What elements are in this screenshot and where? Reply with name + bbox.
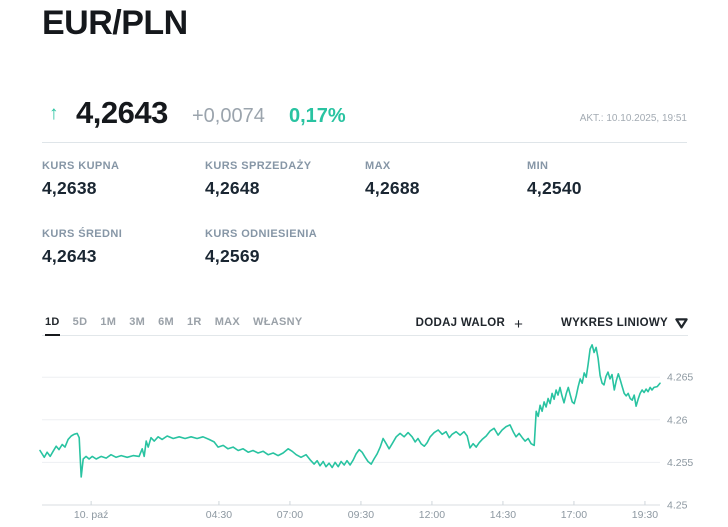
period-tabs: 1D 5D 1M 3M 6M 1R MAX WŁASNY <box>45 313 303 336</box>
tab-period-1d[interactable]: 1D <box>45 313 60 336</box>
svg-text:12:00: 12:00 <box>419 509 445 521</box>
stat-label: KURS ŚREDNI <box>42 228 123 240</box>
last-update-timestamp: AKT.: 10.10.2025, 19:51 <box>579 113 687 124</box>
svg-text:10. paź: 10. paź <box>74 509 108 521</box>
price-up-arrow-icon: ↑ <box>49 103 59 124</box>
stat-value: 4,2638 <box>42 178 97 198</box>
page-title: EUR/PLN <box>42 4 188 42</box>
stat-value: 4,2540 <box>527 178 582 198</box>
stat-value: 4,2569 <box>205 246 260 266</box>
stat-label: MAX <box>365 160 391 172</box>
price-change-percent: 0,17% <box>289 105 346 127</box>
quote-divider <box>42 142 687 143</box>
tab-period-1m[interactable]: 1M <box>100 316 117 328</box>
price-change: +0,0074 <box>192 105 265 127</box>
svg-text:17:00: 17:00 <box>561 509 587 521</box>
stat-label: KURS KUPNA <box>42 160 120 172</box>
stat-label: KURS SPRZEDAŻY <box>205 160 312 172</box>
stat-kurs-sredni: KURS ŚREDNI 4,2643 <box>42 228 122 267</box>
stat-kurs-sprzedazy: KURS SPRZEDAŻY 4,2648 <box>205 160 311 199</box>
add-asset-label: DODAJ WALOR <box>415 317 506 329</box>
stat-kurs-kupna: KURS KUPNA 4,2638 <box>42 160 119 199</box>
tab-period-max[interactable]: MAX <box>214 316 241 328</box>
stat-label: KURS ODNIESIENIA <box>205 228 318 240</box>
svg-text:4.25: 4.25 <box>667 500 688 512</box>
stat-label: MIN <box>527 160 549 172</box>
stat-value: 4,2648 <box>205 178 260 198</box>
svg-text:07:00: 07:00 <box>277 509 303 521</box>
svg-text:4.265: 4.265 <box>667 372 693 384</box>
svg-text:4.255: 4.255 <box>667 457 693 469</box>
toolbar-right: DODAJ WALOR + WYKRES LINIOWY <box>416 313 688 333</box>
stat-value: 4,2688 <box>365 178 420 198</box>
chart-type-label: WYKRES LINIOWY <box>560 317 668 329</box>
tab-period-1r[interactable]: 1R <box>187 316 202 328</box>
current-price: 4,2643 <box>76 95 168 130</box>
price-chart[interactable]: 4.265 4.26 4.255 4.25 10. paź 04:30 07:00 09:30… <box>0 338 728 527</box>
stat-kurs-odniesienia: KURS ODNIESIENIA 4,2569 <box>205 228 317 267</box>
tab-period-5d[interactable]: 5D <box>72 316 88 328</box>
plus-icon: + <box>514 316 523 333</box>
svg-text:19:30: 19:30 <box>632 509 658 521</box>
svg-text:09:30: 09:30 <box>348 509 374 521</box>
tab-period-3m[interactable]: 3M <box>129 316 146 328</box>
stat-value: 4,2643 <box>42 246 97 266</box>
stat-min: MIN 4,2540 <box>527 160 582 199</box>
svg-text:14:30: 14:30 <box>490 509 516 521</box>
add-asset-button[interactable]: DODAJ WALOR + <box>415 316 523 333</box>
tab-period-wlasny[interactable]: WŁASNY <box>253 316 303 328</box>
svg-text:04:30: 04:30 <box>206 509 232 521</box>
chart-type-dropdown[interactable]: WYKRES LINIOWY <box>561 317 688 329</box>
svg-text:4.26: 4.26 <box>667 414 688 426</box>
tab-period-6m[interactable]: 6M <box>158 316 175 328</box>
chart-toolbar: 1D 5D 1M 3M 6M 1R MAX WŁASNY DODAJ WALOR… <box>42 313 688 336</box>
chevron-down-icon <box>675 317 688 329</box>
stat-max: MAX 4,2688 <box>365 160 420 199</box>
